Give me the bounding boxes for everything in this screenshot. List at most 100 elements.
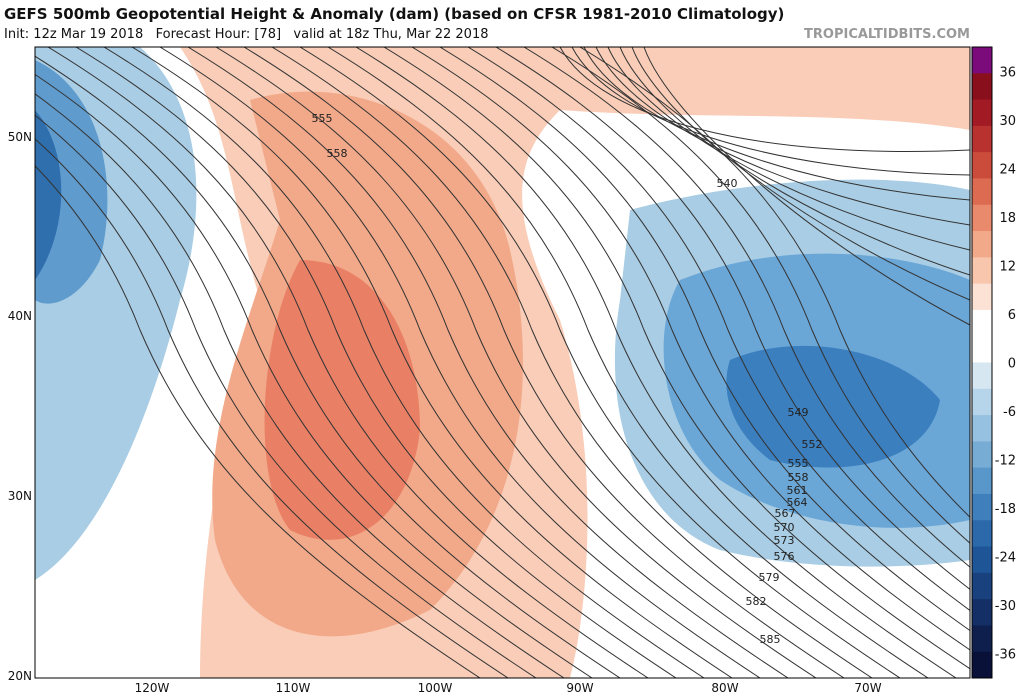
colorbar-cell (972, 415, 992, 442)
colorbar-label: 36 (999, 65, 1016, 80)
contour-label: 552 (802, 438, 823, 451)
contour-label: 582 (746, 595, 767, 608)
colorbar-cell (972, 493, 992, 521)
contour-line (215, 47, 817, 678)
colorbar-label: -18 (995, 502, 1016, 517)
contour-line (35, 73, 593, 678)
contour-line (35, 93, 565, 678)
colorbar-label: -36 (995, 648, 1016, 663)
lat-label: 30N (8, 489, 32, 503)
colorbar-cell (972, 599, 992, 626)
contour-label: 558 (327, 147, 348, 160)
contour-line (35, 165, 481, 678)
colorbar-cell (972, 283, 992, 311)
lat-label: 40N (8, 309, 32, 323)
lon-label: 90W (566, 681, 593, 695)
colorbar-cell (972, 651, 992, 679)
lon-label: 120W (135, 681, 170, 695)
colorbar-cell (972, 204, 992, 232)
contour-line (187, 47, 789, 678)
colorbar-cell (972, 336, 992, 363)
lat-label: 50N (8, 130, 32, 144)
negative-anomaly (35, 110, 62, 280)
contours (35, 47, 970, 678)
contour-label: 585 (760, 633, 781, 646)
contour-label: 561 (787, 484, 808, 497)
colorbar-cell (972, 125, 992, 153)
colorbar-cell (972, 467, 992, 495)
contour-line (559, 47, 970, 153)
lon-label: 80W (711, 681, 738, 695)
contour-line (299, 47, 901, 678)
positive-anomaly (264, 260, 420, 540)
contour-label: 549 (788, 406, 809, 419)
colorbar-cell (972, 309, 992, 337)
colorbar-cell (972, 572, 992, 600)
colorbar-label: 0 (1008, 357, 1016, 372)
map-frame (34, 46, 971, 679)
contour-line (35, 138, 509, 678)
contour-line (607, 47, 970, 251)
colorbar-labels: 36 30 24 18 12 6 0 -6 -12 -18 -24 -30 -36 (995, 65, 1016, 662)
contour-line (327, 47, 929, 678)
contour-label: 555 (788, 457, 809, 470)
lat-label: 20N (8, 669, 32, 683)
contour-line (131, 47, 733, 678)
colorbar-cell (972, 47, 992, 74)
contour-label: 579 (759, 571, 780, 584)
contour-label: 558 (788, 471, 809, 484)
contour-line (523, 47, 970, 568)
contour-line (243, 47, 845, 678)
colorbar-frame (971, 46, 993, 679)
contour-line (643, 47, 970, 326)
colorbar-label: -30 (995, 599, 1016, 614)
colorbar-cell (972, 257, 992, 285)
contour-line (619, 47, 970, 276)
colorbar-cell (972, 546, 992, 574)
colorbar-cell (972, 99, 992, 127)
contour-line (467, 47, 970, 612)
contour-line (411, 47, 970, 651)
colorbar-label: -24 (995, 551, 1016, 566)
contour-line (551, 47, 970, 544)
contour-label: 576 (774, 550, 795, 563)
lon-label: 70W (854, 681, 881, 695)
contour-line (159, 47, 761, 678)
contour-line (383, 47, 970, 670)
map (35, 47, 970, 678)
colorbar-label: 24 (999, 162, 1016, 177)
contour-line (595, 47, 970, 226)
contour-label: 555 (312, 112, 333, 125)
contour-line (47, 47, 649, 678)
negative-anomaly (726, 345, 940, 468)
colorbar-cell (972, 178, 992, 206)
colorbar-label: -12 (995, 454, 1016, 469)
contour-line (35, 55, 621, 678)
colorbar-label: 6 (1008, 308, 1016, 323)
title: GEFS 500mb Geopotential Height & Anomaly… (4, 5, 784, 23)
subtitle: Init: 12z Mar 19 2018 Forecast Hour: [78… (4, 27, 489, 42)
colorbar-cell (972, 231, 992, 258)
contour-label: 570 (774, 521, 795, 534)
contour-line (439, 47, 970, 632)
colorbar-label: 18 (999, 211, 1016, 226)
contour-line (103, 47, 705, 678)
lon-label: 110W (276, 681, 311, 695)
contour-labels: 555 558 540 549 552 555 558 561 564 567 … (312, 112, 823, 646)
contour-label: 573 (774, 534, 795, 547)
contour-line (271, 47, 873, 678)
colorbar-cell (972, 362, 992, 390)
colorbar-cell (972, 625, 992, 653)
lat-labels: 50N 40N 30N 20N (8, 130, 32, 683)
colorbar-label: 12 (999, 259, 1016, 274)
contour-line (35, 114, 537, 678)
colorbar-cell (972, 152, 992, 179)
lon-label: 100W (418, 681, 453, 695)
contour-line (495, 47, 970, 591)
colorbar-cell (972, 441, 992, 469)
contour-line (355, 47, 957, 678)
colorbar-label: -6 (1003, 405, 1016, 420)
colorbar-label: 30 (999, 114, 1016, 129)
colorbar-cell (972, 520, 992, 548)
